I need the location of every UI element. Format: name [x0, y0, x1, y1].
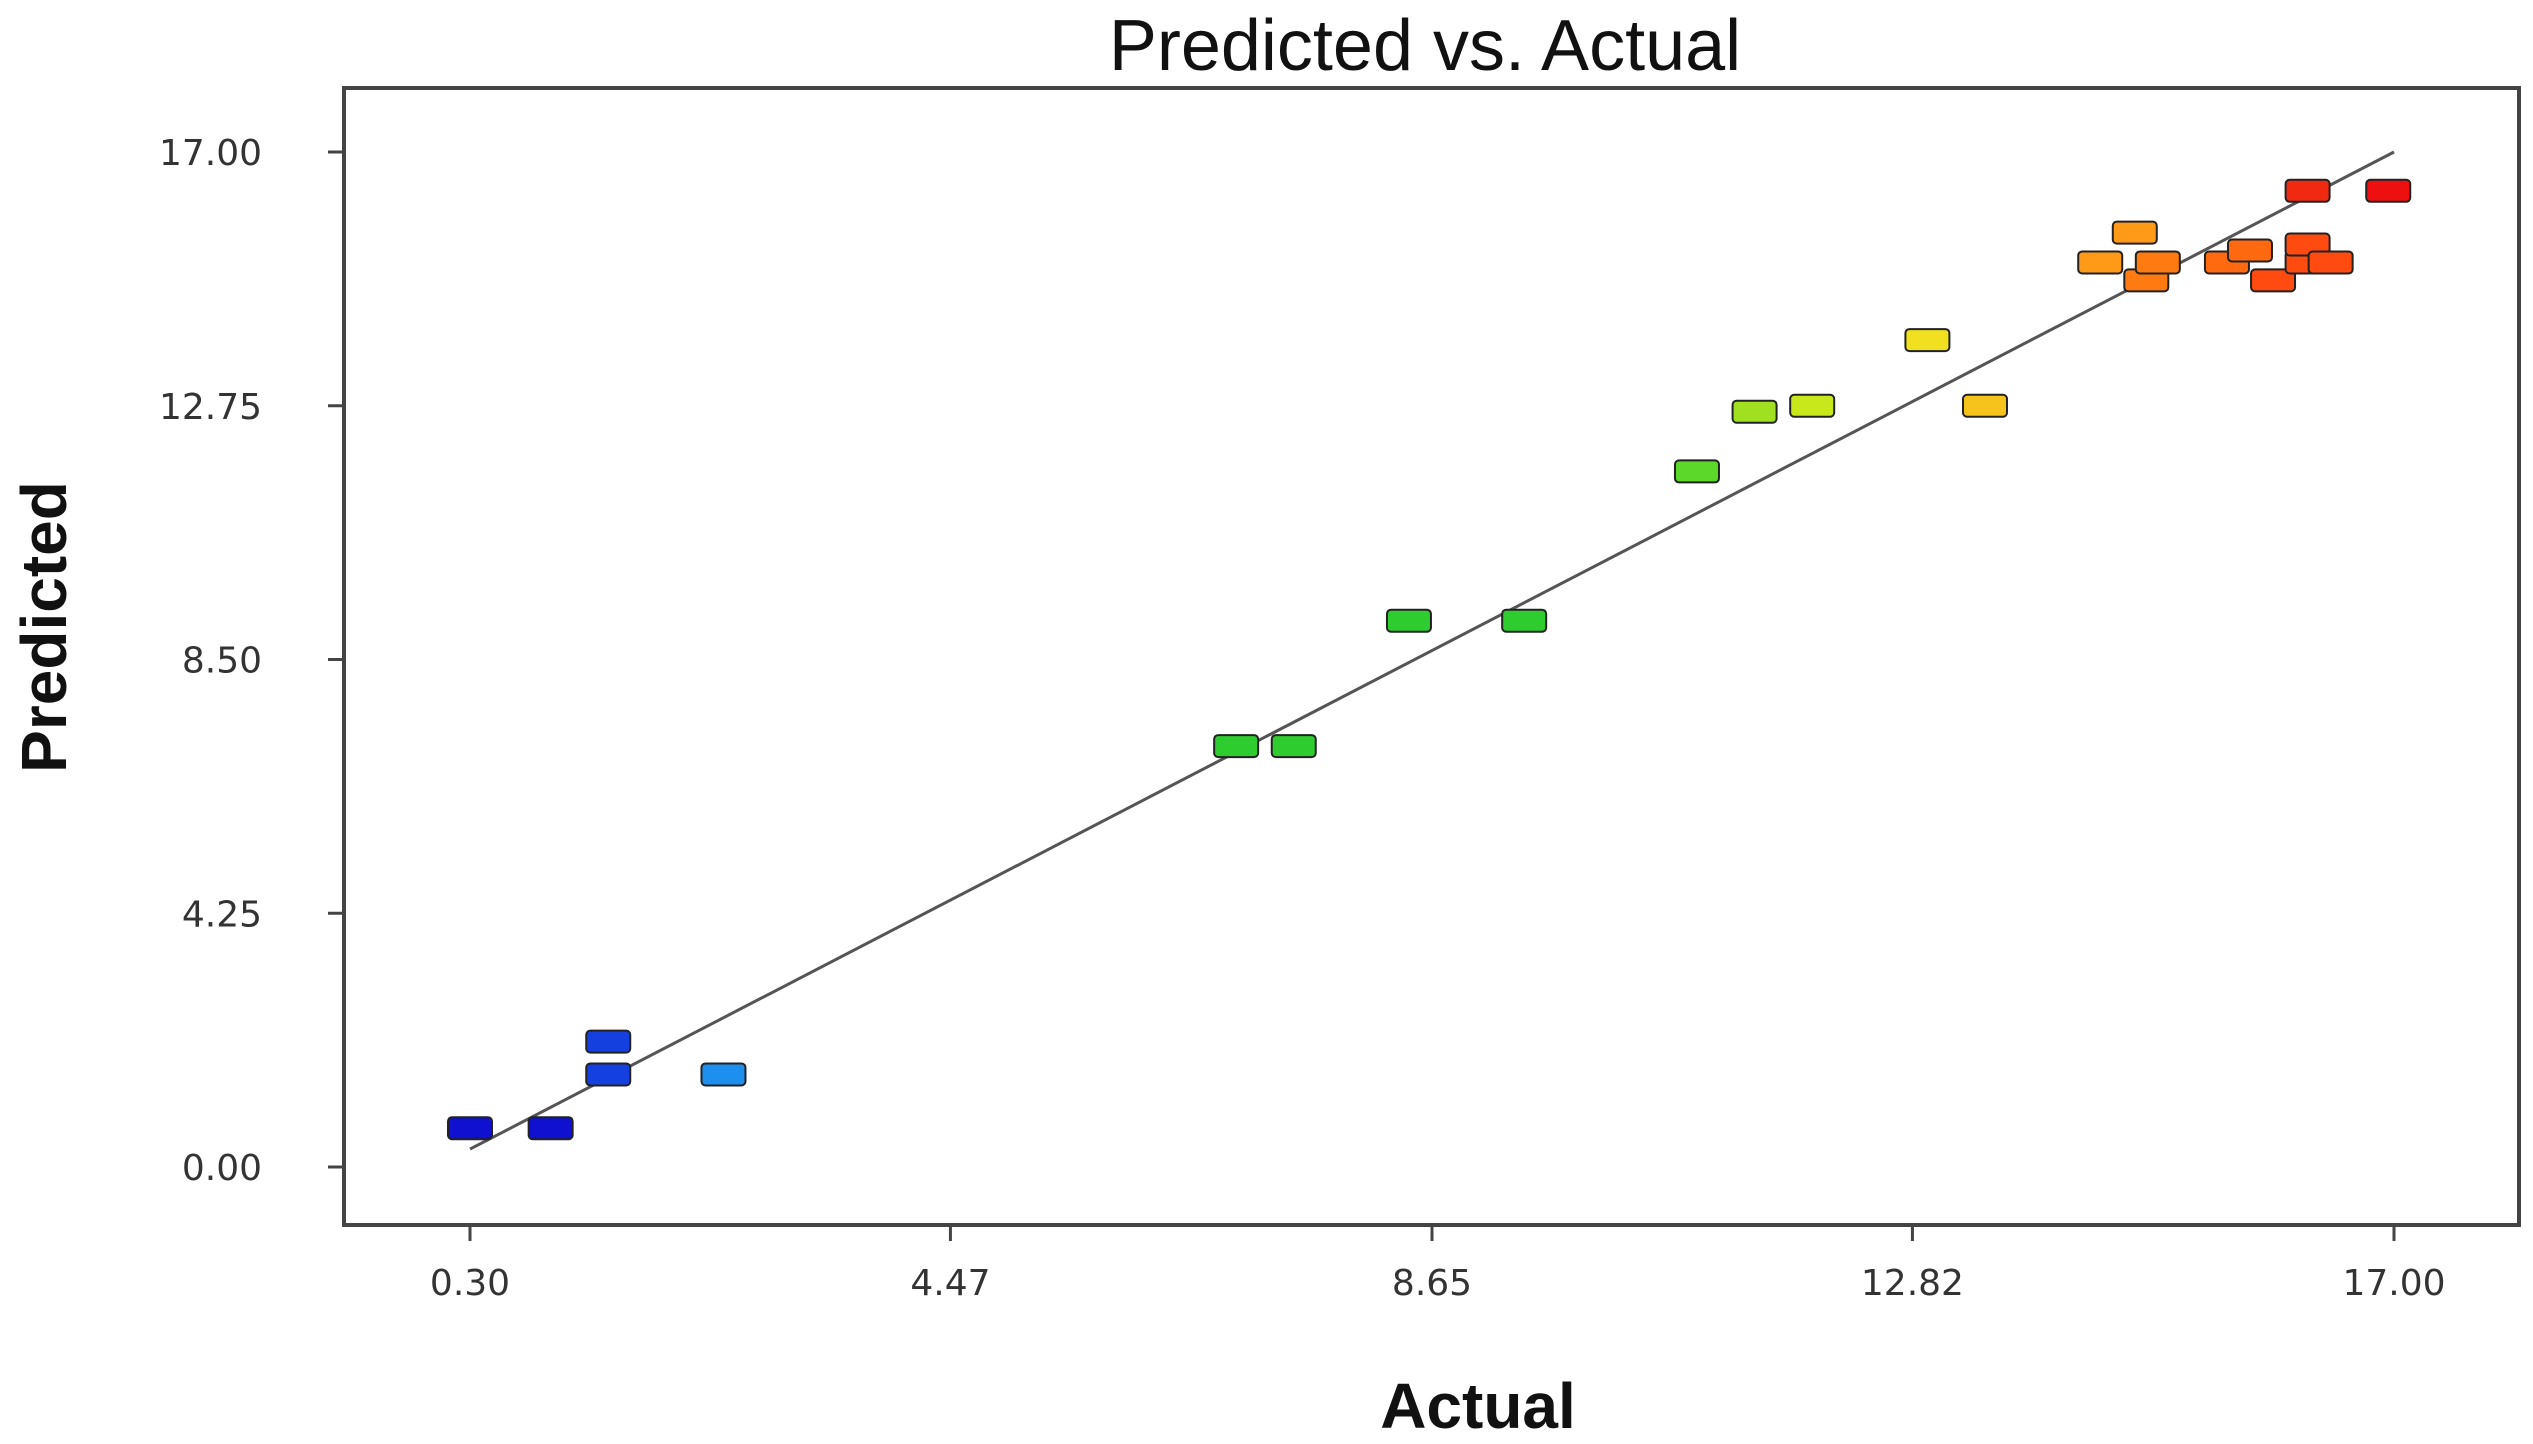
data-point-3	[585, 1062, 632, 1087]
data-point-25	[2365, 178, 2412, 203]
y-axis-label: Predicted	[8, 481, 80, 773]
x-axis: 0.30 4.47 8.65 12.82 17.00	[430, 1225, 2446, 1304]
y-tick-label-0: 17.00	[159, 133, 262, 174]
data-point-20	[2250, 268, 2297, 293]
x-tick-label-3: 12.82	[1861, 1263, 1964, 1304]
data-point-7	[1385, 608, 1432, 633]
data-point-2	[585, 1029, 632, 1054]
data-point-5	[1213, 734, 1260, 759]
data-point-6	[1270, 734, 1317, 759]
data-point-11	[1789, 393, 1836, 418]
data-point-15	[2111, 220, 2158, 245]
data-point-0	[447, 1116, 493, 1141]
y-tick-label-1: 12.75	[159, 387, 262, 428]
y-axis: 17.00 12.75 8.50 4.25 0.00	[159, 133, 344, 1189]
data-point-9	[1673, 459, 1720, 484]
data-point-8	[1501, 608, 1548, 633]
data-point-13	[1962, 393, 2009, 418]
data-point-1	[527, 1116, 574, 1141]
data-point-14	[2077, 250, 2124, 275]
data-point-17	[2134, 250, 2181, 275]
x-tick-label-0: 0.30	[430, 1263, 510, 1304]
y-tick-label-3: 4.25	[182, 894, 262, 935]
x-axis-label: Actual	[1380, 1370, 1576, 1442]
data-point-12	[1904, 328, 1951, 353]
data-points	[447, 178, 2412, 1141]
fit-line	[469, 150, 2395, 1151]
fit-line-group	[469, 150, 2395, 1151]
data-point-24	[2284, 178, 2331, 203]
data-point-23	[2307, 250, 2354, 275]
x-tick-label-1: 4.47	[910, 1263, 990, 1304]
x-tick-label-4: 17.00	[2342, 1263, 2445, 1304]
data-point-10	[1731, 399, 1778, 424]
x-tick-label-2: 8.65	[1392, 1263, 1472, 1304]
plot-frame	[342, 86, 2521, 1227]
y-tick-label-2: 8.50	[182, 641, 262, 682]
data-point-4	[700, 1062, 747, 1087]
data-point-22	[2284, 232, 2331, 257]
y-tick-label-4: 0.00	[182, 1148, 262, 1189]
chart-title: Predicted vs. Actual	[1109, 6, 1741, 86]
data-point-19	[2226, 238, 2273, 263]
